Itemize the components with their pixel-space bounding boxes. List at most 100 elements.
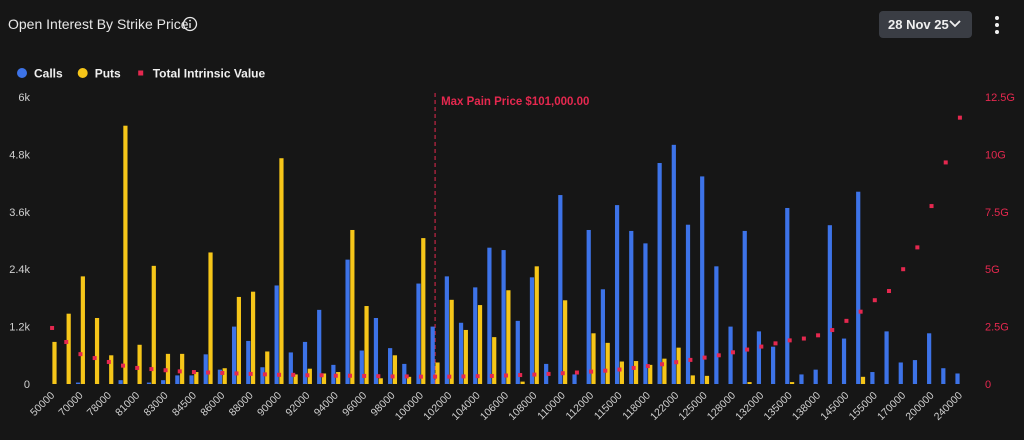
bar (246, 340, 251, 384)
bar (520, 381, 525, 384)
bar (799, 374, 804, 384)
bar (331, 364, 336, 384)
y2-tick-label: 0 (985, 379, 991, 391)
bar (534, 266, 539, 384)
bar (203, 354, 208, 384)
bar (208, 252, 213, 384)
intrinsic-point (50, 325, 55, 330)
y-tick-label: 0 (24, 379, 30, 391)
y-tick-label: 3.6k (9, 207, 30, 219)
bar (619, 361, 624, 384)
legend-label: Calls (34, 67, 63, 81)
bar (633, 361, 639, 384)
y-tick-label: 4.8k (9, 149, 30, 161)
intrinsic-point (262, 372, 267, 377)
bar (123, 125, 128, 384)
bar (827, 225, 832, 384)
intrinsic-point (730, 350, 735, 355)
intrinsic-point (163, 368, 168, 373)
bar (302, 341, 308, 384)
bar (477, 305, 483, 384)
intrinsic-point (745, 347, 750, 352)
bar (927, 333, 932, 384)
bar (222, 368, 227, 384)
bar (364, 306, 369, 384)
y-tick-label: 6k (18, 92, 30, 104)
bar (293, 374, 298, 384)
intrinsic-point (447, 374, 452, 379)
intrinsic-point (333, 373, 338, 378)
intrinsic-point (560, 371, 565, 376)
bar (742, 230, 747, 384)
intrinsic-point (305, 373, 310, 378)
y2-tick-label: 2.5G (985, 322, 1009, 334)
bar (336, 372, 341, 384)
y2-tick-label: 12.5G (985, 92, 1015, 104)
bar (463, 329, 468, 384)
menu-button[interactable] (995, 16, 999, 34)
bar (657, 163, 662, 384)
menu-dot (995, 30, 999, 34)
bar (515, 320, 520, 384)
bar (501, 250, 506, 384)
bar (700, 176, 705, 384)
bar (870, 372, 875, 384)
bar (856, 191, 861, 384)
bar (75, 382, 81, 384)
bar (407, 376, 412, 384)
bar (558, 195, 563, 384)
intrinsic-point (106, 359, 111, 364)
bar (231, 326, 237, 384)
intrinsic-point (418, 374, 423, 379)
bar (288, 352, 293, 384)
bar (898, 362, 903, 384)
intrinsic-point (489, 373, 494, 378)
intrinsic-point (64, 339, 69, 344)
bar (771, 346, 776, 384)
bar (473, 287, 478, 384)
bar (841, 338, 847, 384)
bar (690, 375, 695, 384)
info-circle (182, 16, 198, 32)
intrinsic-point (92, 356, 97, 361)
bar (180, 353, 185, 384)
intrinsic-point (872, 298, 877, 303)
bar (165, 353, 171, 384)
bar (884, 331, 889, 384)
bar (671, 144, 676, 384)
intrinsic-point (319, 373, 324, 378)
info-icon[interactable] (182, 16, 198, 32)
legend-marker (77, 68, 88, 78)
menu-dot (995, 23, 999, 27)
bar (662, 358, 667, 384)
y2-tick-label: 5G (985, 264, 1000, 276)
bar (912, 360, 918, 384)
legend-label: Puts (95, 67, 121, 81)
intrinsic-point (660, 362, 665, 367)
bar (94, 317, 100, 384)
bar (66, 313, 71, 384)
bar (643, 243, 648, 384)
bar (444, 276, 449, 384)
intrinsic-point (816, 333, 821, 338)
intrinsic-point (830, 328, 835, 333)
bar (52, 341, 57, 384)
bar (109, 355, 114, 384)
bar (714, 266, 719, 384)
chevron (949, 20, 961, 28)
date-select[interactable]: 28 Nov 25 (879, 11, 972, 38)
bar (137, 344, 142, 384)
bar (813, 369, 818, 384)
intrinsic-point (943, 160, 948, 165)
info-stem (189, 23, 191, 28)
intrinsic-point (603, 368, 608, 373)
bar (492, 337, 497, 384)
intrinsic-point (957, 115, 962, 120)
intrinsic-point (390, 374, 395, 379)
bar (274, 285, 279, 384)
bar (435, 362, 440, 384)
bar (373, 317, 379, 384)
bar (378, 378, 383, 384)
